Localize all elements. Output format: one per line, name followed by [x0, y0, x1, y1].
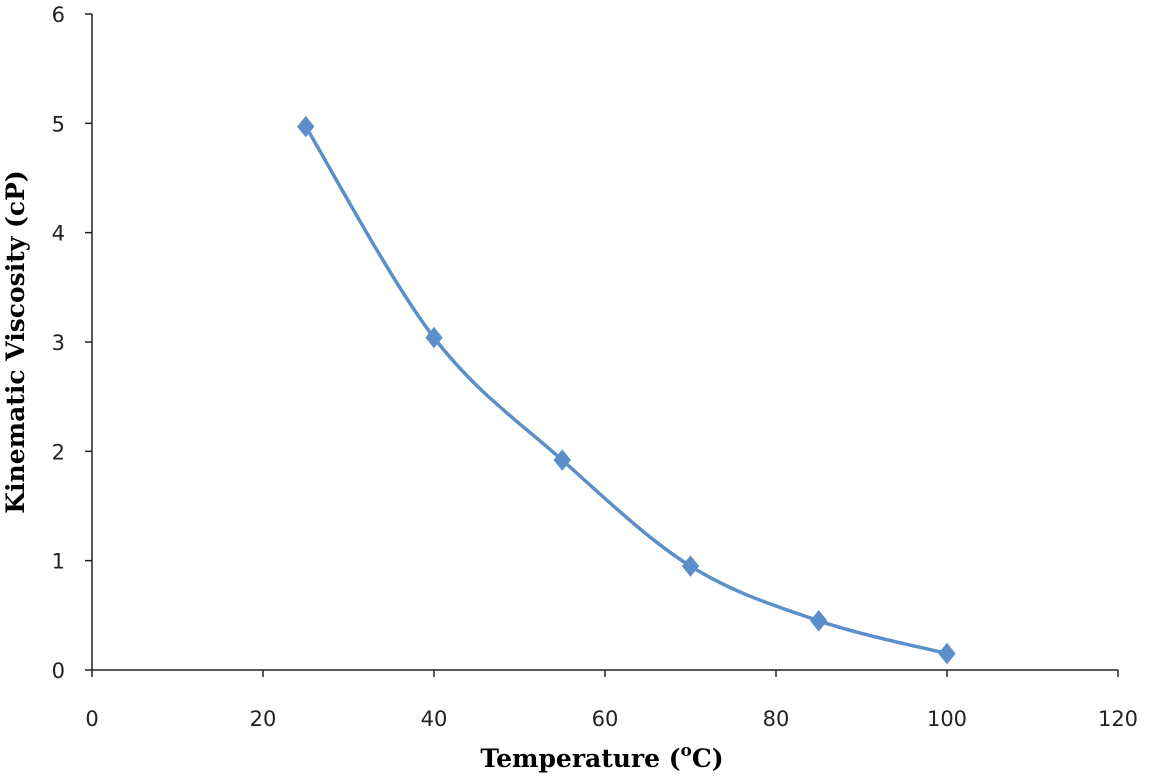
y-tick-label-4: 4	[52, 222, 65, 246]
y-axis-ticks: 0 1 2 3 4 5 6	[52, 3, 92, 683]
x-tick-label-4: 80	[763, 707, 790, 731]
x-tick-label-5: 100	[927, 707, 967, 731]
y-tick-label-2: 2	[52, 440, 65, 464]
data-point-2	[553, 449, 571, 471]
data-point-0	[297, 115, 315, 138]
data-point-3	[681, 555, 700, 577]
data-point-5	[938, 642, 956, 665]
x-tick-label-6: 120	[1098, 707, 1138, 731]
x-tick-label-3: 60	[592, 707, 619, 731]
data-point-1	[425, 326, 443, 349]
x-tick-label-2: 40	[421, 707, 448, 731]
series-line-0	[304, 125, 948, 656]
x-axis-title-main: Temperature (	[480, 744, 680, 773]
x-tick-label-0: 0	[85, 707, 98, 731]
y-tick-label-6: 6	[52, 3, 65, 27]
data-point-4	[810, 609, 828, 632]
x-axis-title-superscript: o	[681, 741, 692, 761]
x-axis-title: Temperature (oC)	[480, 741, 723, 773]
y-tick-label-0: 0	[52, 659, 65, 683]
x-axis-ticks: 0 20 40 60 80 100 120	[85, 670, 1138, 731]
y-tick-label-5: 5	[52, 112, 65, 136]
y-tick-label-1: 1	[52, 550, 65, 574]
y-tick-label-3: 3	[52, 331, 65, 355]
y-axis-title: Kinematic Viscosity (cP)	[1, 170, 30, 513]
x-axis-title-suffix: C)	[692, 744, 724, 773]
series-layer	[297, 115, 956, 665]
x-tick-label-1: 20	[250, 707, 277, 731]
